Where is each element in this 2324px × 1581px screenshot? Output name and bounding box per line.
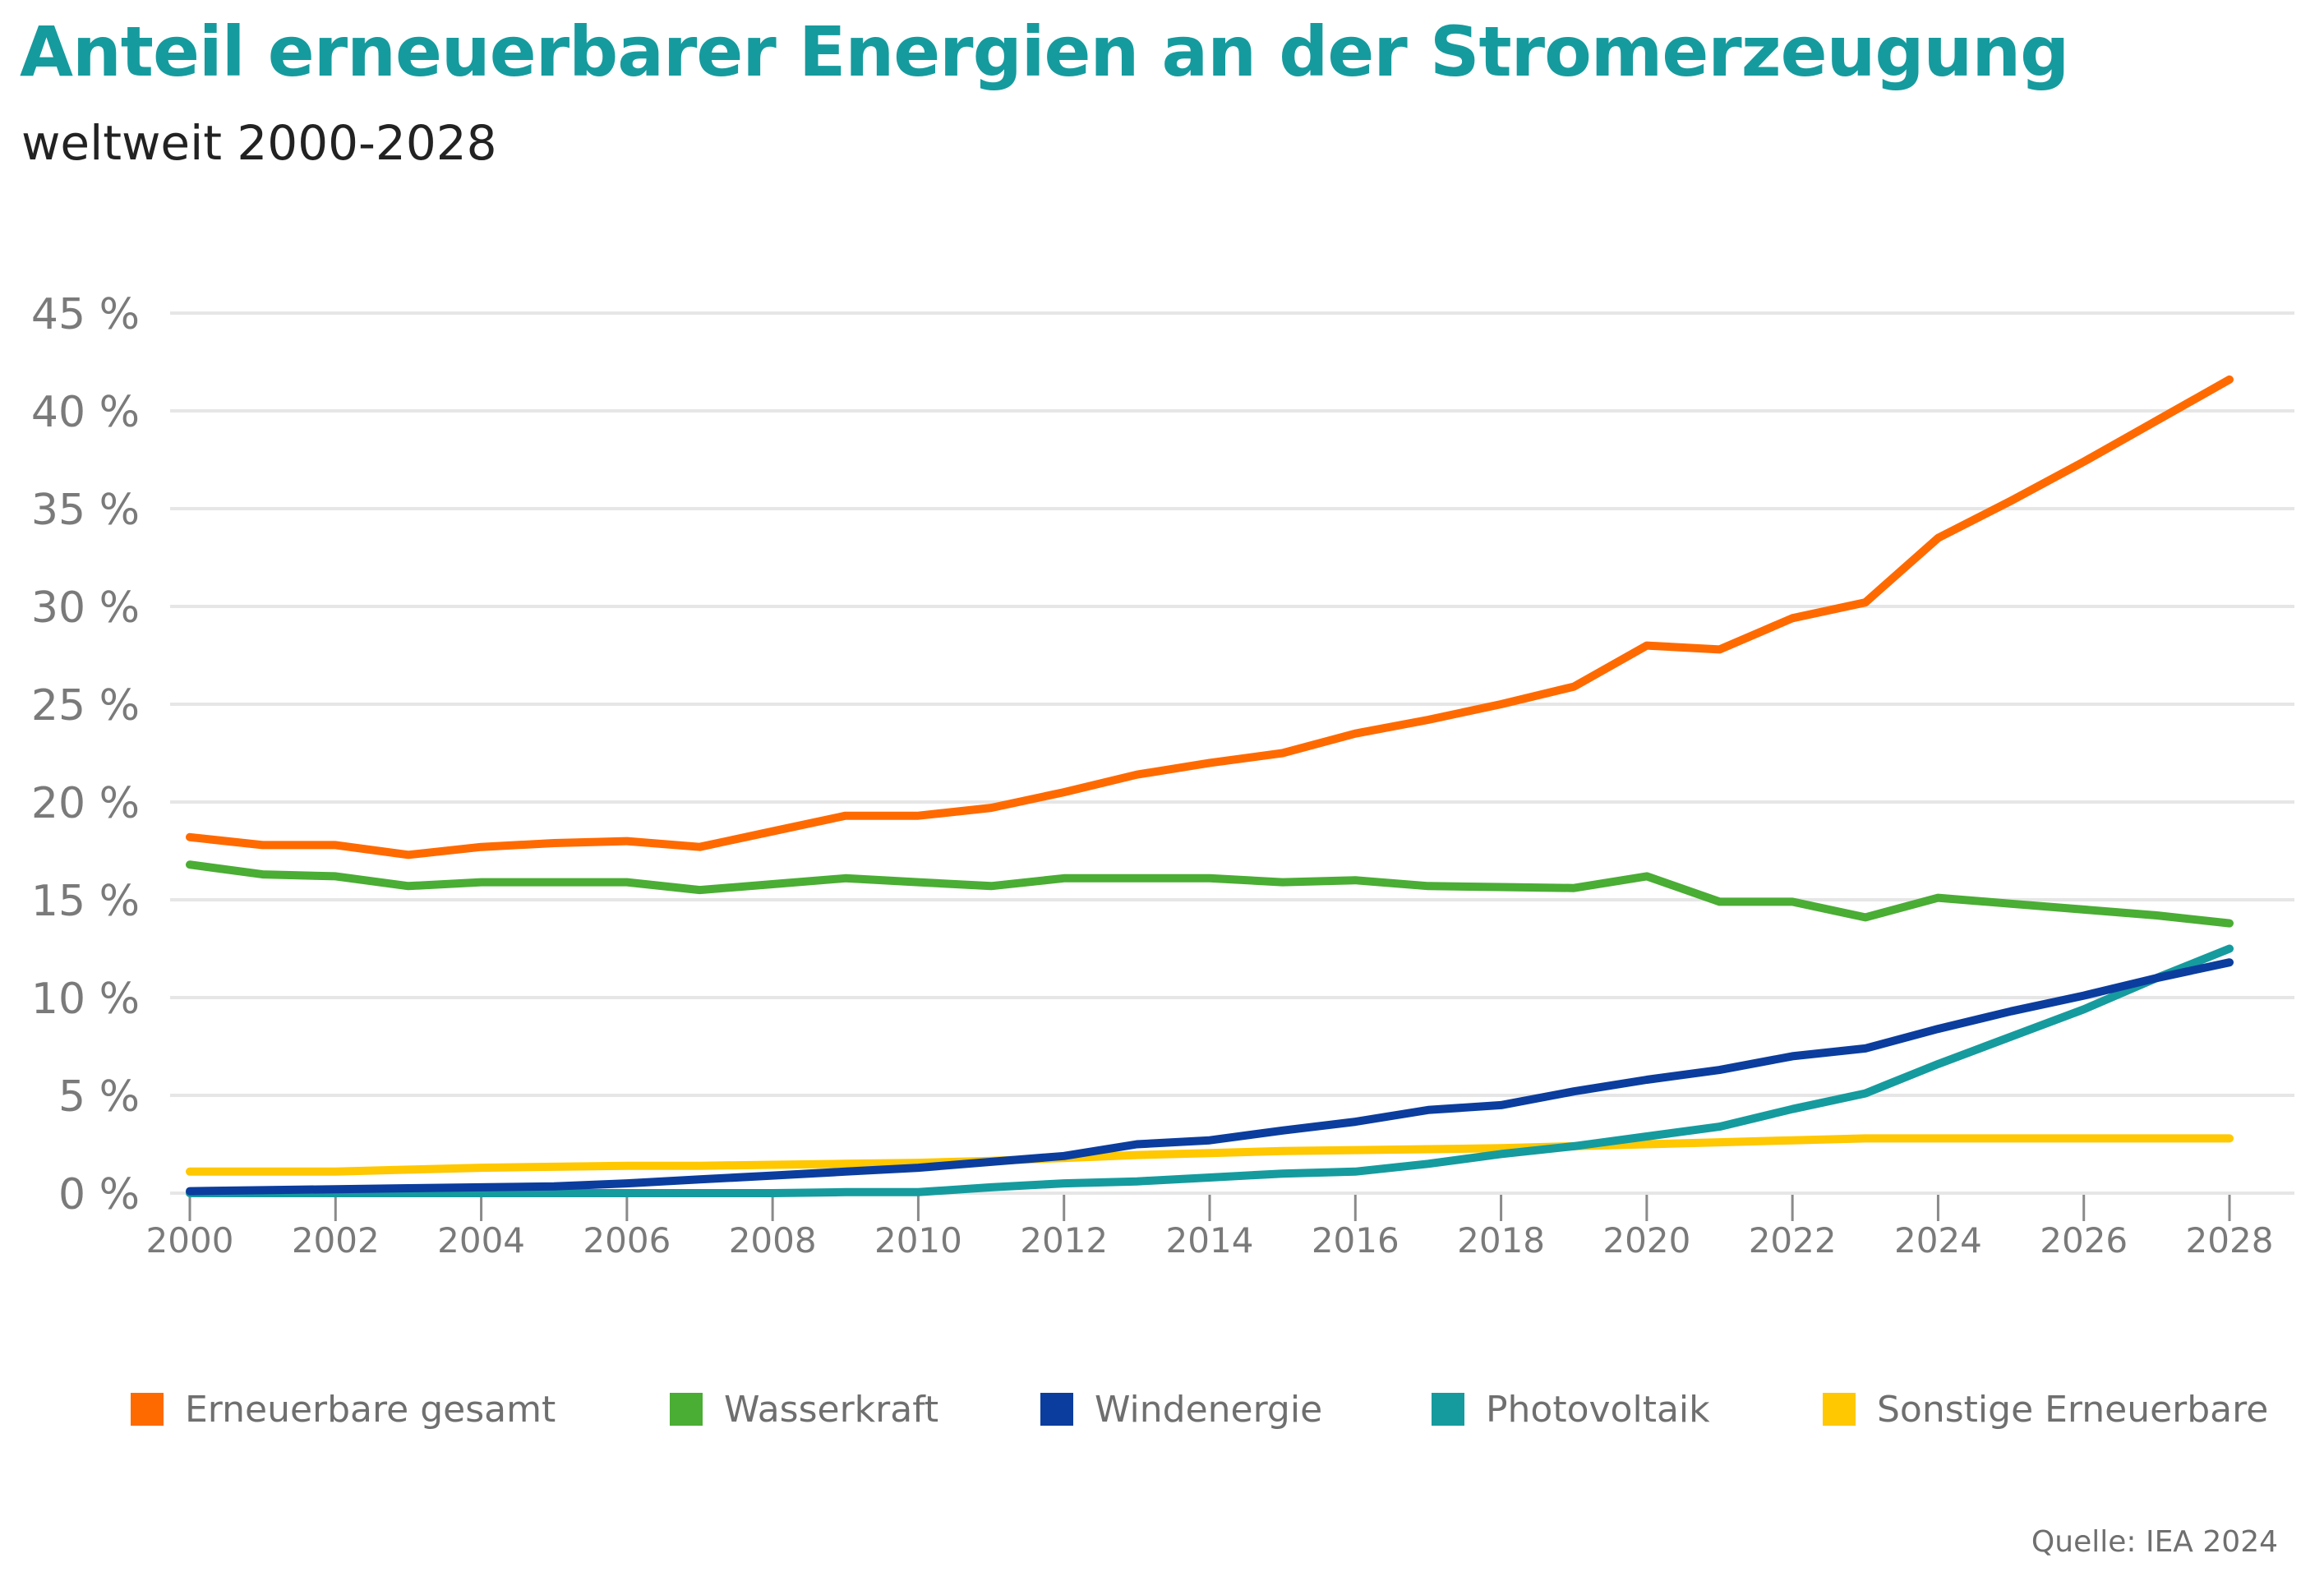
gridlines: [170, 311, 2294, 1195]
x-tick-label: 2002: [292, 1220, 380, 1261]
legend-item: Wasserkraft: [670, 1380, 938, 1438]
legend-swatch: [1432, 1393, 1464, 1426]
x-tick-label: 2006: [583, 1220, 671, 1261]
y-tick-label: 20 %: [31, 779, 140, 828]
y-tick-label: 45 %: [31, 290, 140, 339]
legend-label: Sonstige Erneuerbare: [1877, 1388, 2269, 1431]
y-tick-label: 35 %: [31, 486, 140, 535]
legend-item: Sonstige Erneuerbare: [1823, 1380, 2268, 1438]
x-tick-label: 2020: [1602, 1220, 1690, 1261]
y-tick-label: 25 %: [31, 681, 140, 731]
series-line-wasserkraft: [186, 860, 2234, 928]
legend-swatch: [131, 1393, 164, 1426]
series-line-windenergie: [186, 958, 2234, 1196]
x-tick-label: 2024: [1894, 1220, 1982, 1261]
legend-item: Erneuerbare gesamt: [131, 1380, 556, 1438]
legend-item: Windenergie: [1040, 1380, 1322, 1438]
series-line-sonstige-erneuerbare: [186, 1134, 2234, 1176]
x-tick-label: 2010: [874, 1220, 962, 1261]
legend-item: Photovoltaik: [1432, 1380, 1710, 1438]
x-tick-label: 2016: [1312, 1220, 1399, 1261]
y-axis: 0 % 5 % 10 % 15 % 20 % 25 % 30 % 35 % 40 % 45 %: [31, 290, 140, 1219]
chart-subtitle: weltweit 2000-2028: [21, 115, 497, 171]
legend-label: Wasserkraft: [724, 1388, 939, 1431]
source-note: Quelle: IEA 2024: [2031, 1525, 2278, 1559]
legend-label: Erneuerbare gesamt: [185, 1388, 556, 1431]
legend-swatch: [670, 1393, 703, 1426]
y-tick-label: 5 %: [58, 1072, 140, 1122]
y-tick-label: 30 %: [31, 583, 140, 633]
x-tick-label: 2000: [146, 1220, 234, 1261]
x-tick-label: 2028: [2186, 1220, 2274, 1261]
y-tick-label: 40 %: [31, 388, 140, 437]
series-lines: [186, 375, 2234, 1197]
x-tick-label: 2008: [729, 1220, 817, 1261]
x-tick-label: 2014: [1166, 1220, 1254, 1261]
y-tick-label: 0 %: [58, 1170, 140, 1219]
y-tick-label: 15 %: [31, 877, 140, 926]
x-axis: 2000 2002 2004 2006 2008 2010 2012 2014 2016 2018…: [146, 1195, 2274, 1261]
x-tick-label: 2022: [1749, 1220, 1837, 1261]
legend-label: Photovoltaik: [1486, 1388, 1710, 1431]
legend-swatch: [1040, 1393, 1073, 1426]
x-tick-label: 2018: [1457, 1220, 1545, 1261]
chart-title: Anteil erneuerbarer Energien an der Stro…: [20, 12, 2069, 92]
y-tick-label: 10 %: [31, 975, 140, 1024]
series-line-erneuerbare-gesamt: [186, 375, 2234, 860]
legend-swatch: [1823, 1393, 1856, 1426]
x-tick-label: 2026: [2040, 1220, 2128, 1261]
x-tick-label: 2012: [1020, 1220, 1108, 1261]
legend-label: Windenergie: [1095, 1388, 1323, 1431]
series-line-photovoltaik: [186, 944, 2234, 1197]
x-tick-label: 2004: [437, 1220, 525, 1261]
legend: Erneuerbare gesamt Wasserkraft Windenergie…: [0, 1380, 2324, 1438]
